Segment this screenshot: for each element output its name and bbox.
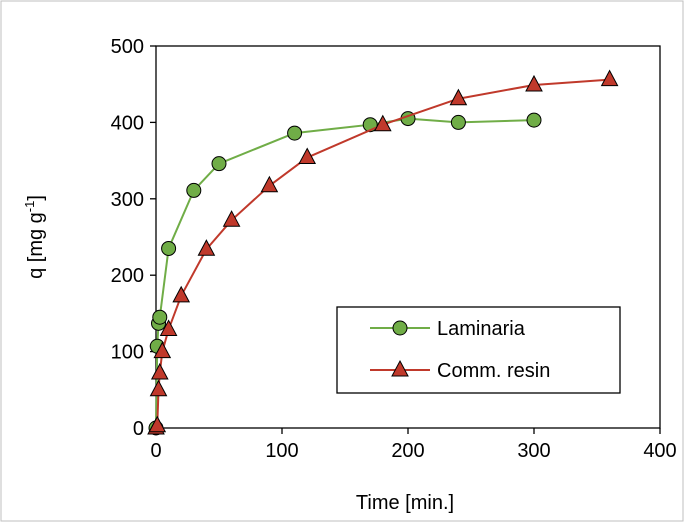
comm-resin-point bbox=[298, 147, 317, 165]
comm-resin-point bbox=[222, 210, 241, 227]
comm-resin-point bbox=[449, 88, 468, 106]
x-tick-label: 0 bbox=[150, 440, 161, 462]
laminaria-point bbox=[526, 112, 542, 128]
y-tick-label: 400 bbox=[111, 112, 144, 134]
legend-laminaria-marker bbox=[392, 320, 408, 336]
legend-resin-label: Comm. resin bbox=[437, 360, 550, 382]
laminaria-point bbox=[152, 309, 168, 325]
laminaria-point bbox=[287, 125, 303, 141]
y-tick-label: 0 bbox=[133, 418, 144, 440]
x-tick-label: 100 bbox=[265, 440, 298, 462]
legend: Laminaria Comm. resin bbox=[336, 306, 621, 394]
y-axis-label-close: ] bbox=[25, 195, 47, 201]
y-axis-label-superscript: -1 bbox=[22, 201, 37, 213]
y-tick-label: 200 bbox=[111, 265, 144, 287]
comm-resin-point bbox=[373, 114, 392, 132]
comm-resin-point bbox=[525, 74, 543, 92]
x-axis-label: Time [min.] bbox=[356, 492, 454, 514]
comm-resin-point bbox=[260, 175, 279, 193]
x-tick-label: 300 bbox=[517, 440, 550, 462]
axis-ticks: 0 100 200 300 400 0 100 200 300 400 500 bbox=[111, 36, 677, 462]
laminaria-point bbox=[211, 156, 227, 172]
comm-resin-point bbox=[148, 415, 167, 433]
y-tick-label: 500 bbox=[111, 36, 144, 58]
comm-resin-point bbox=[153, 341, 172, 359]
legend-resin-marker bbox=[391, 359, 409, 377]
comm-resin-point bbox=[600, 69, 619, 87]
y-tick-label: 100 bbox=[111, 342, 144, 364]
comm-resin-point bbox=[159, 319, 178, 336]
legend-laminaria-label: Laminaria bbox=[437, 318, 526, 340]
y-axis-label-main: q [mg g bbox=[25, 212, 47, 279]
laminaria-point bbox=[186, 182, 202, 198]
comm-resin-point bbox=[150, 362, 169, 380]
comm-resin-point bbox=[172, 285, 191, 303]
comm-resin-point bbox=[197, 239, 216, 256]
legend-box bbox=[336, 306, 621, 394]
laminaria-point bbox=[161, 240, 177, 256]
y-tick-label: 300 bbox=[111, 189, 144, 211]
y-axis-label: q [mg g-1] bbox=[22, 195, 47, 279]
x-tick-label: 400 bbox=[643, 440, 676, 462]
series-layer bbox=[147, 69, 619, 436]
x-tick-label: 200 bbox=[391, 440, 424, 462]
comm-resin-point bbox=[149, 379, 168, 397]
laminaria-point bbox=[450, 114, 466, 130]
